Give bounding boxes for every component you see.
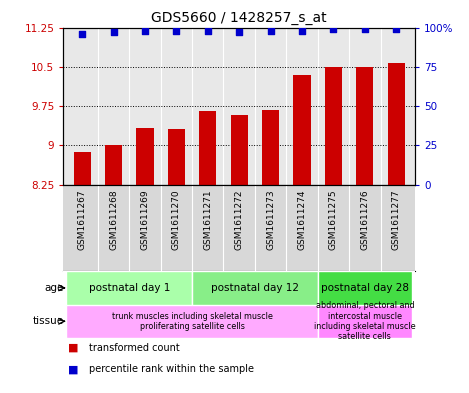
- Text: ■: ■: [68, 343, 78, 353]
- Point: [110, 29, 117, 35]
- Bar: [105, 145, 122, 185]
- Text: GSM1611269: GSM1611269: [141, 189, 150, 250]
- Bar: [192, 271, 318, 305]
- Text: GSM1611267: GSM1611267: [78, 189, 87, 250]
- Text: GSM1611273: GSM1611273: [266, 189, 275, 250]
- Text: GSM1611270: GSM1611270: [172, 189, 181, 250]
- Point: [235, 29, 243, 35]
- Bar: [356, 67, 373, 185]
- Bar: [168, 129, 185, 185]
- Bar: [199, 111, 216, 185]
- Text: GSM1611276: GSM1611276: [360, 189, 369, 250]
- Bar: [74, 152, 91, 185]
- Point: [298, 28, 306, 34]
- Text: GSM1611277: GSM1611277: [392, 189, 401, 250]
- Text: postnatal day 28: postnatal day 28: [321, 283, 409, 293]
- Bar: [387, 63, 405, 185]
- Text: GSM1611271: GSM1611271: [203, 189, 212, 250]
- Text: abdominal, pectoral and
intercostal muscle
including skeletal muscle
satellite c: abdominal, pectoral and intercostal musc…: [314, 301, 416, 342]
- Bar: [318, 305, 412, 338]
- Bar: [318, 271, 412, 305]
- Text: postnatal day 12: postnatal day 12: [211, 283, 299, 293]
- Bar: [67, 271, 192, 305]
- Bar: [325, 67, 342, 185]
- Bar: [262, 110, 279, 185]
- Point: [204, 28, 212, 34]
- Text: transformed count: transformed count: [89, 343, 180, 353]
- Point: [361, 26, 369, 32]
- Text: trunk muscles including skeletal muscle
proliferating satellite cells: trunk muscles including skeletal muscle …: [112, 312, 272, 331]
- Text: GSM1611274: GSM1611274: [297, 189, 307, 250]
- Text: ■: ■: [68, 364, 78, 375]
- Title: GDS5660 / 1428257_s_at: GDS5660 / 1428257_s_at: [151, 11, 327, 25]
- Bar: [136, 128, 154, 185]
- Point: [330, 26, 337, 32]
- Bar: [67, 305, 318, 338]
- Text: postnatal day 1: postnatal day 1: [89, 283, 170, 293]
- Text: tissue: tissue: [33, 316, 64, 326]
- Point: [173, 28, 180, 34]
- Bar: [231, 115, 248, 185]
- Text: percentile rank within the sample: percentile rank within the sample: [89, 364, 254, 375]
- Point: [267, 28, 274, 34]
- Point: [393, 26, 400, 32]
- Point: [78, 31, 86, 37]
- Text: GSM1611275: GSM1611275: [329, 189, 338, 250]
- Text: GSM1611268: GSM1611268: [109, 189, 118, 250]
- Text: age: age: [45, 283, 64, 293]
- Bar: [294, 75, 310, 185]
- Text: GSM1611272: GSM1611272: [234, 189, 244, 250]
- Point: [141, 28, 149, 34]
